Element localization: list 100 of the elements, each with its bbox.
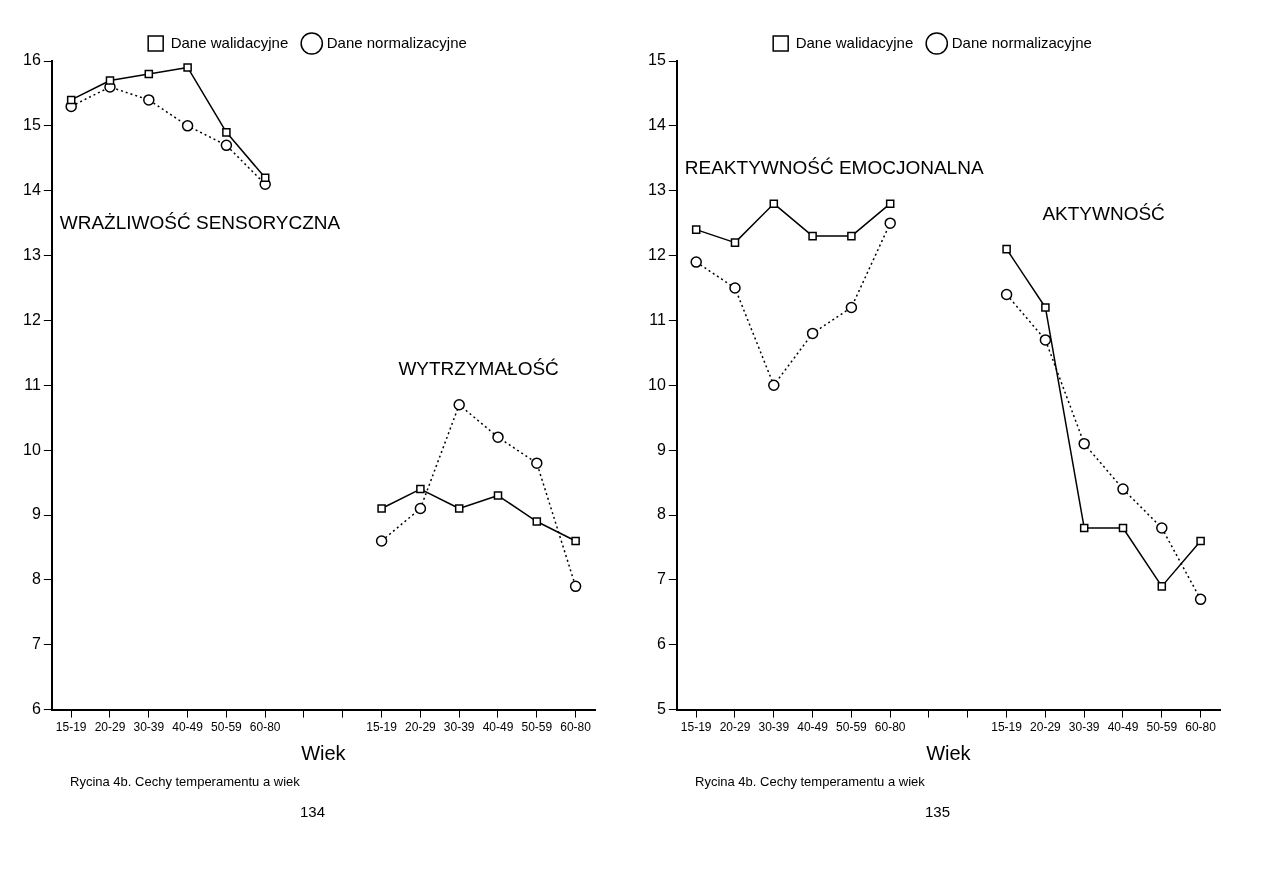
annotation: REAKTYWNOŚĆ EMOCJONALNA xyxy=(684,157,984,179)
x-tick-label: 20-29 xyxy=(1030,720,1062,735)
y-tick-label: 15 xyxy=(648,51,666,69)
y-tick-label: 12 xyxy=(648,245,666,263)
annotation: WRAŻLIWOŚĆ SENSORYCZNA xyxy=(59,211,341,233)
point xyxy=(144,69,154,79)
point xyxy=(66,95,76,105)
x-tick-label: 20-29 xyxy=(719,720,751,735)
y-tick-label: 8 xyxy=(656,505,666,523)
point xyxy=(375,535,388,547)
y-tick-label: 10 xyxy=(23,440,41,458)
x-tick-label: 30-39 xyxy=(133,720,165,735)
point xyxy=(222,128,231,137)
point xyxy=(690,256,702,268)
point xyxy=(143,94,155,106)
legend-label: Dane walidacyjne xyxy=(795,33,914,51)
x-tick-label: 60-80 xyxy=(249,720,281,735)
point xyxy=(768,379,780,392)
point xyxy=(453,399,465,411)
x-tick-label: 20-29 xyxy=(405,720,437,735)
y-tick-label: 16 xyxy=(23,51,41,69)
point xyxy=(183,63,192,72)
point xyxy=(260,173,270,183)
point xyxy=(806,327,819,340)
y-tick-label: 15 xyxy=(23,116,41,134)
point xyxy=(1156,522,1168,534)
x-tick-label: 50-59 xyxy=(521,720,553,735)
x-tick-label: 30-39 xyxy=(443,720,475,735)
y-tick-label: 7 xyxy=(656,570,666,588)
point xyxy=(1078,437,1090,450)
x-tick-label: 30-39 xyxy=(758,720,790,735)
y-tick-label: 10 xyxy=(648,375,666,393)
text: Rycina 4b. Cechy temperamentu a wiek xyxy=(695,774,926,789)
point xyxy=(416,484,425,494)
x-tick-label: 15-19 xyxy=(366,720,398,735)
text: Rycina 4b. Cechy temperamentu a wiek xyxy=(70,774,301,789)
y-tick-label: 8 xyxy=(31,570,41,588)
x-tick-label: 50-59 xyxy=(211,720,243,735)
point xyxy=(729,282,741,294)
point xyxy=(808,231,817,241)
point xyxy=(885,199,895,208)
y-tick-label: 13 xyxy=(648,181,666,199)
x-tick-label: 40-49 xyxy=(1107,720,1139,735)
point xyxy=(531,457,543,469)
legend-label: Dane normalizacyjne xyxy=(326,33,467,51)
point xyxy=(414,502,427,515)
text: 135 xyxy=(924,803,951,820)
point xyxy=(532,517,542,526)
legend-label: Dane walidacyjne xyxy=(170,33,289,51)
point xyxy=(691,225,701,234)
point xyxy=(1196,536,1205,546)
point xyxy=(1000,288,1013,301)
point xyxy=(571,536,580,546)
point xyxy=(1041,303,1050,312)
x-tick-label: 40-49 xyxy=(482,720,514,735)
x-tick-label: 15-19 xyxy=(991,720,1023,735)
point xyxy=(1079,523,1089,533)
point xyxy=(1039,334,1052,346)
x-tick-label: 50-59 xyxy=(1146,720,1178,735)
annotation: AKTYWNOŚĆ xyxy=(1042,202,1165,224)
y-tick-label: 14 xyxy=(648,116,666,134)
y-tick-label: 13 xyxy=(23,245,41,263)
point xyxy=(1002,244,1011,254)
point xyxy=(454,504,464,513)
x-tick-label: 60-80 xyxy=(1185,720,1217,735)
point xyxy=(377,504,386,513)
x-tick-label: 40-49 xyxy=(797,720,829,735)
y-tick-label: 7 xyxy=(31,635,41,653)
point xyxy=(1194,593,1207,606)
annotation: WYTRZYMAŁOŚĆ xyxy=(398,358,559,380)
x-tick-label: 15-19 xyxy=(680,720,712,735)
point xyxy=(845,301,858,314)
point xyxy=(847,231,856,241)
point xyxy=(181,120,194,132)
x-tick-label: 30-39 xyxy=(1068,720,1100,735)
text: 134 xyxy=(299,803,326,820)
y-tick-label: 6 xyxy=(656,635,666,653)
point xyxy=(884,217,896,229)
y-tick-label: 5 xyxy=(656,700,666,718)
x-tick-label: 60-80 xyxy=(560,720,592,735)
x-tick-label: 40-49 xyxy=(172,720,204,735)
y-tick-label: 14 xyxy=(23,181,41,199)
point xyxy=(492,431,504,443)
point xyxy=(493,491,503,500)
y-tick-label: 11 xyxy=(649,310,666,328)
x-tick-label: 60-80 xyxy=(874,720,906,735)
y-tick-label: 9 xyxy=(656,440,666,458)
point xyxy=(730,238,740,247)
x-axis-title: Wiek xyxy=(301,741,347,764)
point xyxy=(569,580,582,593)
y-tick-label: 11 xyxy=(24,375,41,393)
point xyxy=(769,199,779,208)
point xyxy=(220,139,233,152)
x-axis-title: Wiek xyxy=(926,741,972,764)
y-tick-label: 12 xyxy=(23,310,41,328)
point xyxy=(1118,523,1128,533)
point xyxy=(1117,483,1129,495)
point xyxy=(105,76,115,85)
y-tick-label: 9 xyxy=(31,505,41,523)
y-tick-label: 6 xyxy=(31,700,41,718)
